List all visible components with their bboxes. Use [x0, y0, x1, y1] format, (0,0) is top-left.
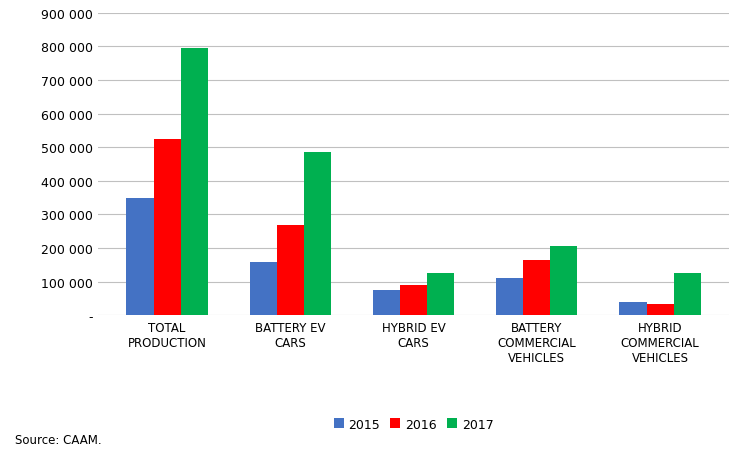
Bar [304, 153, 331, 316]
Bar [277, 225, 304, 316]
Bar [126, 198, 153, 316]
Bar [400, 285, 427, 316]
Bar [523, 260, 550, 316]
Legend: 2015, 2016, 2017: 2015, 2016, 2017 [329, 413, 499, 436]
Bar [674, 274, 701, 316]
Bar [550, 247, 578, 316]
Bar [373, 290, 400, 316]
Bar [153, 139, 180, 316]
Bar [647, 304, 674, 316]
Text: Source: CAAM.: Source: CAAM. [15, 433, 102, 446]
Bar [620, 302, 647, 316]
Bar [250, 262, 277, 316]
Bar [180, 49, 208, 316]
Bar [427, 274, 454, 316]
Bar [496, 279, 523, 316]
